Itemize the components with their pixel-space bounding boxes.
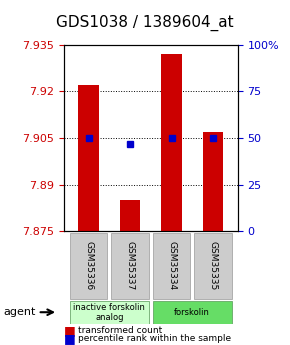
Bar <box>161 54 182 231</box>
Text: ■: ■ <box>64 332 76 345</box>
Bar <box>111 233 149 299</box>
Bar <box>153 301 232 324</box>
Text: agent: agent <box>3 307 35 317</box>
Text: inactive forskolin
analog: inactive forskolin analog <box>73 303 145 322</box>
Text: GSM35336: GSM35336 <box>84 241 93 290</box>
Text: GSM35337: GSM35337 <box>126 241 135 290</box>
Text: GSM35335: GSM35335 <box>209 241 218 290</box>
Text: transformed count: transformed count <box>78 326 163 335</box>
Bar <box>194 233 232 299</box>
Bar <box>78 85 99 231</box>
Bar <box>153 233 190 299</box>
Text: ■: ■ <box>64 324 76 337</box>
Text: GDS1038 / 1389604_at: GDS1038 / 1389604_at <box>56 15 234 31</box>
Bar <box>203 132 223 231</box>
Bar <box>120 200 140 231</box>
Text: percentile rank within the sample: percentile rank within the sample <box>78 334 231 343</box>
Bar <box>70 233 107 299</box>
Bar <box>70 301 149 324</box>
Text: GSM35334: GSM35334 <box>167 241 176 290</box>
Text: forskolin: forskolin <box>174 308 210 317</box>
